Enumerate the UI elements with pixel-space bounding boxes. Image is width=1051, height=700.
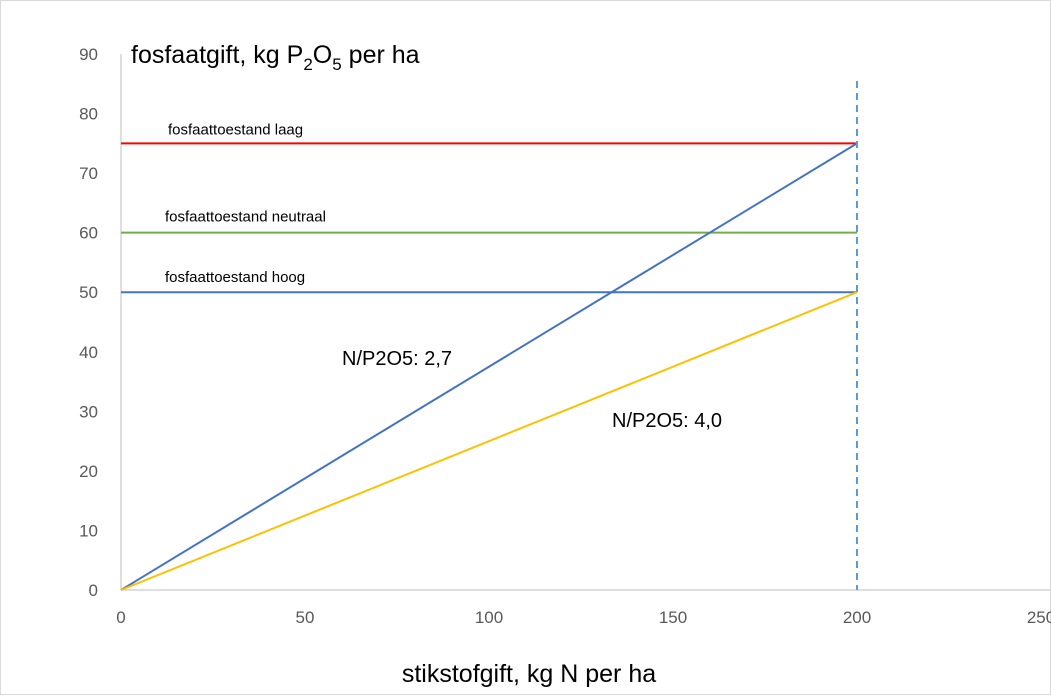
x-tick-label: 200 — [843, 608, 871, 627]
ratio-line — [120, 291, 858, 591]
x-tick-label: 0 — [116, 608, 125, 627]
y-tick-label: 0 — [89, 581, 98, 600]
x-tick-label: 250 — [1027, 608, 1051, 627]
x-tick-label: 150 — [659, 608, 687, 627]
x-tick-label: 100 — [475, 608, 503, 627]
threshold-label: fosfaattoestand neutraal — [165, 209, 326, 226]
y-tick-label: 50 — [79, 283, 98, 302]
y-axis-title-main: fosfaatgift, kg P — [131, 41, 303, 69]
y-tick-label: 20 — [79, 462, 98, 481]
threshold-label: fosfaattoestand hoog — [165, 269, 305, 286]
y-tick-labels: 0 10 20 30 40 50 60 70 80 90 — [79, 45, 98, 600]
threshold-label: fosfaattoestand laag — [168, 121, 303, 138]
y-tick-label: 30 — [79, 402, 98, 421]
x-tick-label: 50 — [296, 608, 315, 627]
plot-area: fosfaattoestand laag fosfaattoestand neut… — [120, 81, 858, 591]
y-axis-title: fosfaatgift, kg P2O5 per ha — [131, 41, 420, 74]
y-axis-title-rest: per ha — [342, 41, 420, 69]
y-tick-label: 60 — [79, 224, 98, 243]
ratio-label: N/P2O5: 2,7 — [342, 348, 452, 370]
y-tick-label: 40 — [79, 343, 98, 362]
y-tick-label: 90 — [79, 45, 98, 64]
y-axis-title-sub2: 5 — [332, 55, 341, 74]
x-tick-labels: 0 50 100 150 200 250 — [116, 608, 1051, 627]
ratio-line — [120, 142, 858, 591]
y-tick-label: 10 — [79, 521, 98, 540]
ratio-label: N/P2O5: 4,0 — [612, 410, 722, 432]
y-tick-label: 70 — [79, 164, 98, 183]
y-tick-label: 80 — [79, 105, 98, 124]
y-axis-title-mid: O — [313, 41, 332, 69]
x-axis-title: stikstofgift, kg N per ha — [402, 660, 656, 688]
y-axis-title-sub1: 2 — [303, 55, 312, 74]
